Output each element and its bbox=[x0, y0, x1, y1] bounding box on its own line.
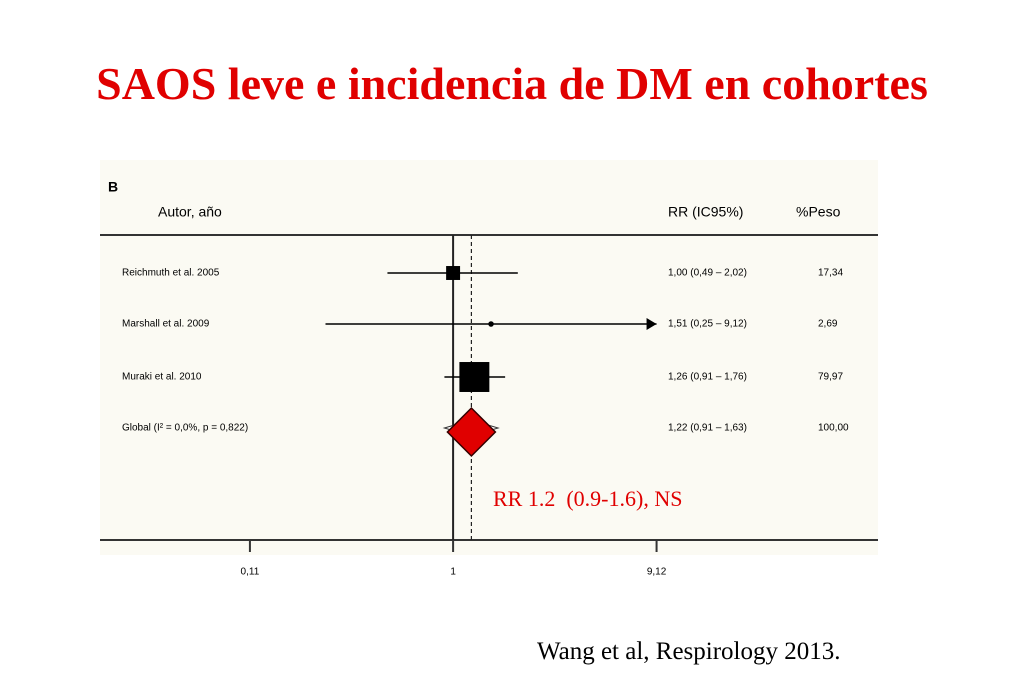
x-tick-label: 1 bbox=[450, 567, 456, 578]
source-citation: Wang et al, Respirology 2013. bbox=[537, 638, 841, 665]
study-name: Global (I² = 0,0%, p = 0,822) bbox=[122, 423, 248, 434]
slide-title: SAOS leve e incidencia de DM en cohortes bbox=[96, 58, 928, 109]
study-name: Marshall et al. 2009 bbox=[122, 319, 210, 330]
x-tick-label: 9,12 bbox=[647, 567, 667, 578]
point-estimate bbox=[446, 266, 461, 280]
column-header: %Peso bbox=[796, 204, 841, 220]
weight-label: 2,69 bbox=[818, 319, 838, 330]
ci-arrow bbox=[646, 318, 657, 330]
panel-background bbox=[100, 160, 878, 555]
column-header: Autor, año bbox=[158, 204, 222, 220]
rr-label: 1,26 (0,91 – 1,76) bbox=[668, 372, 747, 383]
weight-label: 17,34 bbox=[818, 268, 843, 279]
point-estimate bbox=[459, 362, 490, 392]
column-header: RR (IC95%) bbox=[668, 204, 743, 220]
point-estimate bbox=[488, 321, 494, 327]
x-tick-label: 0,11 bbox=[241, 567, 260, 578]
panel-label: B bbox=[108, 179, 118, 195]
rr-label: 1,51 (0,25 – 9,12) bbox=[668, 319, 747, 330]
annotation: RR 1.2 (0.9-1.6), NS bbox=[493, 486, 682, 511]
weight-label: 100,00 bbox=[818, 423, 849, 434]
rr-label: 1,00 (0,49 – 2,02) bbox=[668, 268, 747, 279]
rr-label: 1,22 (0,91 – 1,63) bbox=[668, 423, 747, 434]
study-name: Reichmuth et al. 2005 bbox=[122, 268, 220, 279]
overall-highlight bbox=[446, 406, 497, 458]
weight-label: 79,97 bbox=[818, 372, 843, 383]
study-name: Muraki et al. 2010 bbox=[122, 372, 202, 383]
